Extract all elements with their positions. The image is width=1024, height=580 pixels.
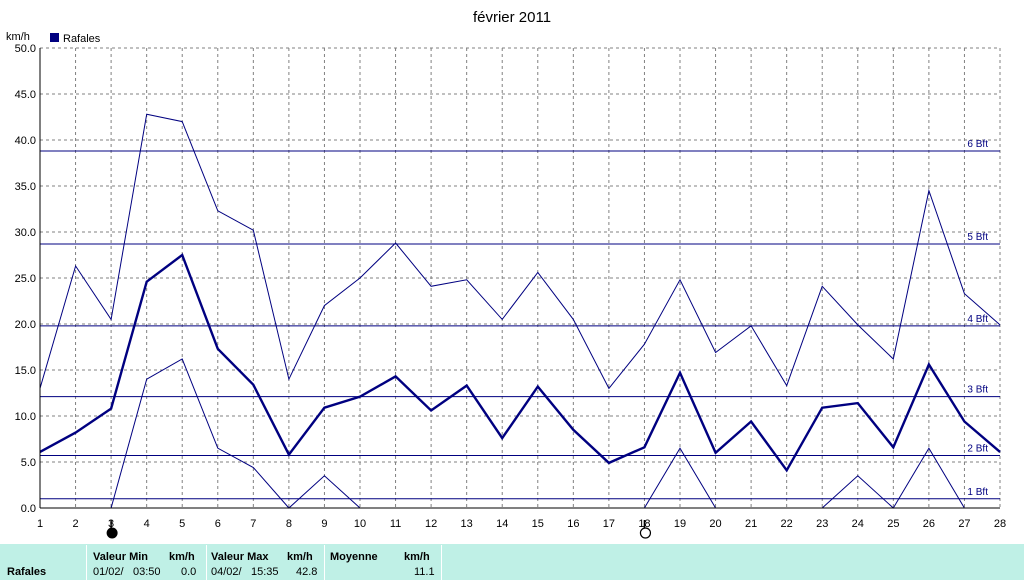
chart-area: février 2011 km/h Rafales 1 Bft 2 Bft 3 Bf… (6, 9, 1006, 539)
x-tick-label: 11 (390, 518, 401, 530)
new-moon-icon (106, 527, 118, 539)
min-time: 03:50 (133, 566, 161, 578)
x-tick-label: 24 (852, 518, 864, 530)
beaufort-label: 3 Bft (967, 385, 988, 396)
x-tick-label: 19 (674, 518, 686, 530)
moon-phases (106, 520, 652, 539)
avg-unit: km/h (404, 551, 430, 563)
min-header: Valeur Min (93, 551, 149, 563)
y-tick-label: 25.0 (15, 273, 36, 285)
x-tick-label: 26 (923, 518, 935, 530)
stats-row-label: Rafales (7, 566, 47, 578)
y-tick-label: 45.0 (15, 89, 36, 101)
x-tick-label: 6 (215, 518, 221, 530)
series-line-mean (39, 253, 1001, 473)
x-tick-label: 16 (567, 518, 579, 530)
x-tick-label: 4 (144, 518, 150, 530)
min-date: 01/02/ (93, 566, 124, 578)
stats-separator (441, 545, 442, 580)
y-tick-label: 20.0 (15, 319, 36, 331)
legend-swatch (50, 33, 59, 42)
y-tick-label: 15.0 (15, 365, 36, 377)
x-tick-label: 14 (496, 518, 508, 530)
x-tick-label: 7 (250, 518, 256, 530)
chart-title: février 2011 (473, 9, 551, 26)
y-tick-label: 35.0 (15, 181, 36, 193)
beaufort-lines: 1 Bft 2 Bft 3 Bft 4 Bft 5 Bft 6 Bft (40, 139, 1000, 500)
grid (39, 47, 1001, 509)
max-date: 04/02/ (211, 566, 242, 578)
x-tick-label: 25 (887, 518, 899, 530)
stats-separator (324, 545, 325, 580)
stats-separator (206, 545, 207, 580)
max-unit: km/h (287, 551, 313, 563)
x-tick-label: 5 (179, 518, 185, 530)
stats-top-border (0, 543, 1024, 544)
series-line-max (39, 113, 1001, 390)
beaufort-label: 2 Bft (967, 444, 988, 455)
x-tick-label: 22 (781, 518, 793, 530)
beaufort-label: 5 Bft (967, 232, 988, 243)
max-header: Valeur Max (211, 551, 269, 563)
beaufort-label: 1 Bft (967, 487, 988, 498)
avg-value: 11.1 (414, 566, 435, 578)
max-time: 15:35 (251, 566, 279, 578)
x-tick-label: 17 (603, 518, 615, 530)
x-tick-label: 8 (286, 518, 292, 530)
min-value: 0.0 (181, 566, 197, 578)
stats-separator (86, 545, 87, 580)
y-tick-label: 30.0 (15, 227, 36, 239)
max-value: 42.8 (296, 566, 318, 578)
x-tick-label: 10 (354, 518, 366, 530)
x-tick-label: 12 (425, 518, 437, 530)
series-line-min (110, 358, 361, 509)
legend-label: Rafales (63, 33, 101, 45)
x-tick-label: 23 (816, 518, 828, 530)
x-tick-label: 1 (37, 518, 43, 530)
x-tick-label: 15 (532, 518, 544, 530)
y-tick-label: 10.0 (15, 411, 36, 423)
x-tick-label: 27 (958, 518, 970, 530)
y-tick-label: 50.0 (15, 43, 36, 55)
axes (39, 48, 1000, 509)
x-tick-label: 28 (994, 518, 1006, 530)
beaufort-label: 6 Bft (967, 139, 988, 150)
series-line-min (643, 447, 717, 509)
y-tick-label: 5.0 (21, 457, 36, 469)
beaufort-label: 4 Bft (967, 314, 988, 325)
x-tick-label: 9 (321, 518, 327, 530)
avg-header: Moyenne (330, 551, 378, 563)
full-moon-icon (639, 527, 652, 539)
y-axis-unit: km/h (6, 31, 30, 43)
x-tick-label: 2 (72, 518, 78, 530)
y-tick-label: 0.0 (21, 503, 36, 515)
x-tick-label: 21 (745, 518, 757, 530)
series-lines (39, 113, 1001, 509)
min-unit: km/h (169, 551, 195, 563)
y-tick-label: 40.0 (15, 135, 36, 147)
x-tick-label: 20 (709, 518, 721, 530)
stats-panel: Rafales Valeur Min km/h 01/02/ 03:50 0.0… (0, 543, 1024, 580)
x-tick-label: 13 (461, 518, 473, 530)
